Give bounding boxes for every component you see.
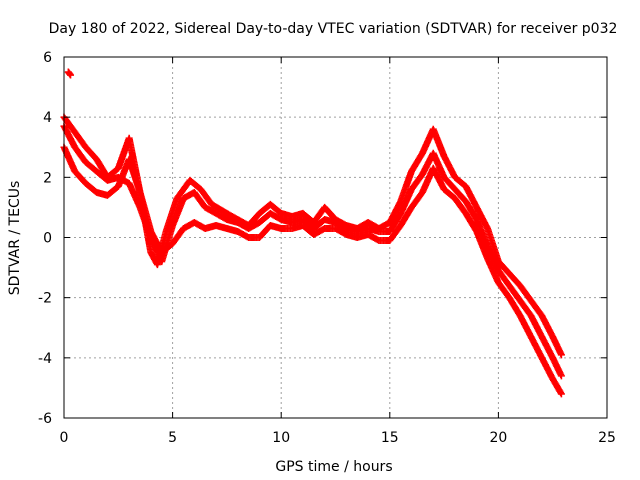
y-tick-label: 4 [43, 110, 52, 126]
chart-title: Day 180 of 2022, Sidereal Day-to-day VTE… [49, 21, 618, 37]
data-point-marker [557, 351, 565, 359]
data-point-marker [557, 390, 565, 398]
data-point-marker [557, 372, 565, 380]
x-tick-label: 5 [168, 430, 177, 446]
x-tick-label: 25 [598, 430, 616, 446]
x-tick-label: 15 [381, 430, 399, 446]
y-axis-label: SDTVAR / TECUs [7, 181, 23, 296]
y-tick-label: -2 [38, 291, 52, 307]
series-track-4 [64, 68, 75, 79]
x-tick-label: 20 [489, 430, 507, 446]
x-tick-label: 10 [272, 430, 290, 446]
x-tick-label: 0 [60, 430, 69, 446]
y-tick-label: -4 [38, 351, 52, 367]
axis-ticks: 0 5 10 15 20 25 -6 -4 -2 0 2 4 6 [38, 50, 616, 446]
data-points [60, 68, 565, 398]
y-tick-label: 6 [43, 50, 52, 66]
y-tick-label: -6 [38, 411, 52, 427]
y-tick-label: 2 [43, 170, 52, 186]
series-track-3 [60, 143, 565, 398]
y-tick-label: 0 [43, 231, 52, 247]
data-point-marker [67, 71, 75, 79]
x-axis-label: GPS time / hours [275, 459, 392, 475]
